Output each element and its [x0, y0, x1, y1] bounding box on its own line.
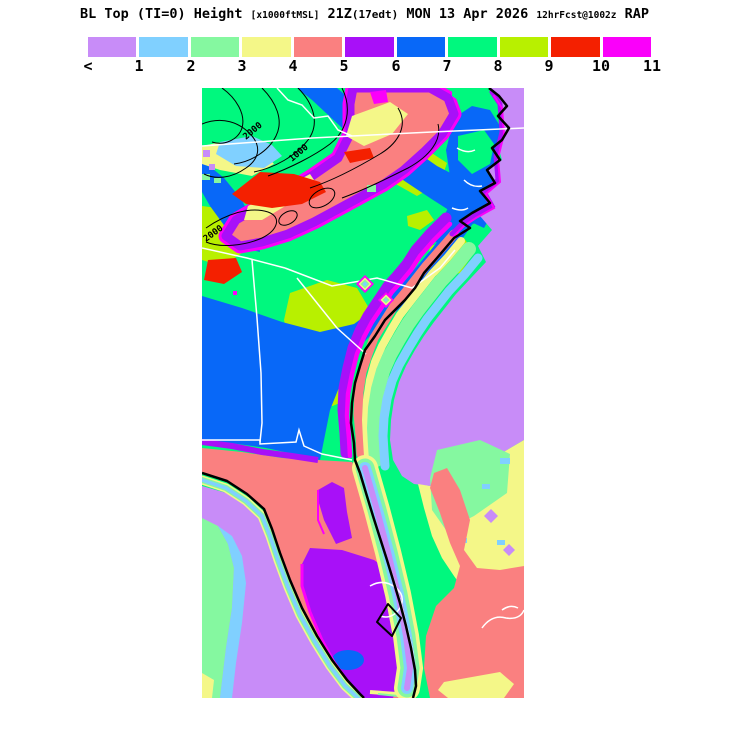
- colorbar-tick: 10: [591, 57, 611, 75]
- border-va-nc: [202, 127, 524, 147]
- florida-peninsula: [202, 439, 416, 698]
- bahama-outline: [481, 605, 524, 629]
- colorbar-swatch-1: [88, 37, 137, 57]
- title-model: RAP: [624, 6, 650, 22]
- colorbar-swatch-2: [139, 37, 188, 57]
- border-al-fl: [202, 427, 353, 461]
- colorbar-swatch-3: [190, 37, 240, 57]
- colorbar-ticks: < 1 2 3 4 5 6 7 8 9 10 11: [83, 57, 661, 77]
- offshore-lightblue-fleck: [500, 458, 510, 464]
- title-valid-date: MON 13 Apr 2026: [406, 6, 529, 22]
- valley-lavender-cell: [203, 150, 210, 157]
- magenta-spot: [233, 291, 237, 295]
- river-squiggle: [276, 88, 353, 137]
- colorbar-tick: 1: [134, 57, 144, 75]
- gulf-coast-violet-band: [202, 439, 319, 463]
- colorbar-swatch-4: [242, 37, 291, 57]
- sound-squiggle: [456, 147, 476, 153]
- red-streak: [344, 148, 374, 163]
- colorbar-swatch-10: [551, 37, 600, 57]
- colorbar-tick: 7: [442, 57, 452, 75]
- elevation-contours: [202, 88, 440, 246]
- gulf-coast-fringe: [202, 475, 363, 698]
- ridge-palegreen-cell: [367, 185, 376, 192]
- florida-blue-blob: [332, 650, 364, 670]
- gulf-coastline: [202, 471, 365, 698]
- offshore-lightblue-fleck: [497, 540, 505, 545]
- gulf-of-mexico: [202, 486, 360, 698]
- red-maximum: [232, 172, 326, 208]
- border-tn: [202, 247, 286, 269]
- colorbar-tick: 4: [288, 57, 298, 75]
- colorbar-swatch-8: [448, 37, 497, 57]
- florida-tip-green: [377, 693, 399, 697]
- nc-green-patch: [458, 130, 494, 174]
- gulf-lightblue-band: [218, 526, 246, 698]
- offshore-lavender-diamond: [484, 509, 498, 523]
- florida-violet-arm: [318, 482, 352, 544]
- colorbar-swatch-5: [293, 37, 343, 57]
- valley-palegreen-cell: [214, 178, 221, 183]
- title-local-time: (17edt): [351, 8, 399, 21]
- colorbar-swatch-9: [499, 37, 549, 57]
- gulf-palegreen-band: [202, 518, 234, 698]
- title-units: [x1000ftMSL]: [250, 10, 320, 21]
- nc-green-patch: [452, 88, 487, 104]
- colorbar-tick: 3: [237, 57, 247, 75]
- offshore-yellow-patch: [438, 672, 514, 698]
- valley-palegreen-cell: [202, 174, 210, 180]
- title-product: BL Top (TI=0) Height: [79, 6, 243, 22]
- offshore-lavender-diamond: [503, 544, 515, 556]
- sound-squiggle: [463, 179, 483, 188]
- colorbar-tick: 8: [493, 57, 503, 75]
- okeechobee-white-loop: [369, 581, 403, 618]
- sc-lakes-bullseye: [356, 275, 394, 308]
- border-ga-sc: [296, 277, 367, 355]
- colorbar-tick: 9: [544, 57, 554, 75]
- florida-magenta-edge: [317, 490, 325, 535]
- gulf-lavender: [202, 486, 360, 698]
- border-nc-sc: [284, 249, 456, 289]
- chart-title: BL Top (TI=0) Height [x1000ftMSL] 21Z(17…: [0, 6, 729, 22]
- colorbar-tick: 6: [391, 57, 401, 75]
- offshore-mottle: [418, 440, 524, 698]
- gulf-yellow-corner: [202, 673, 214, 698]
- coastline: [202, 88, 511, 698]
- offshore-salmon: [424, 468, 524, 698]
- colorbar-tick: 2: [186, 57, 196, 75]
- colorbar-swatch-11: [602, 37, 651, 57]
- magenta-spot: [370, 90, 388, 104]
- border-al-ga: [251, 259, 263, 443]
- florida-violet-core: [302, 548, 407, 698]
- lake-center-lightblue: [384, 298, 388, 302]
- atlantic-coastline: [349, 88, 511, 698]
- title-forecast-info: 12hrFcst@1002z: [536, 10, 617, 21]
- colorbar-tick: 5: [339, 57, 349, 75]
- colorbar: [88, 37, 651, 57]
- colorbar-swatch-7: [396, 37, 446, 57]
- lake-okeechobee-outline: [376, 603, 402, 637]
- colorbar-swatch-6: [345, 37, 394, 57]
- lake-center-lightblue: [362, 281, 368, 287]
- red-maximum: [204, 258, 242, 284]
- sound-squiggle: [451, 207, 469, 211]
- forecast-map: 2000 2000 1000: [202, 88, 524, 698]
- valley-lavender-cell: [209, 164, 215, 170]
- colorbar-tick: 11: [642, 57, 662, 75]
- title-valid-hour: 21Z: [327, 6, 352, 22]
- offshore-lightblue-fleck: [482, 484, 490, 489]
- colorbar-tick: <: [83, 57, 93, 75]
